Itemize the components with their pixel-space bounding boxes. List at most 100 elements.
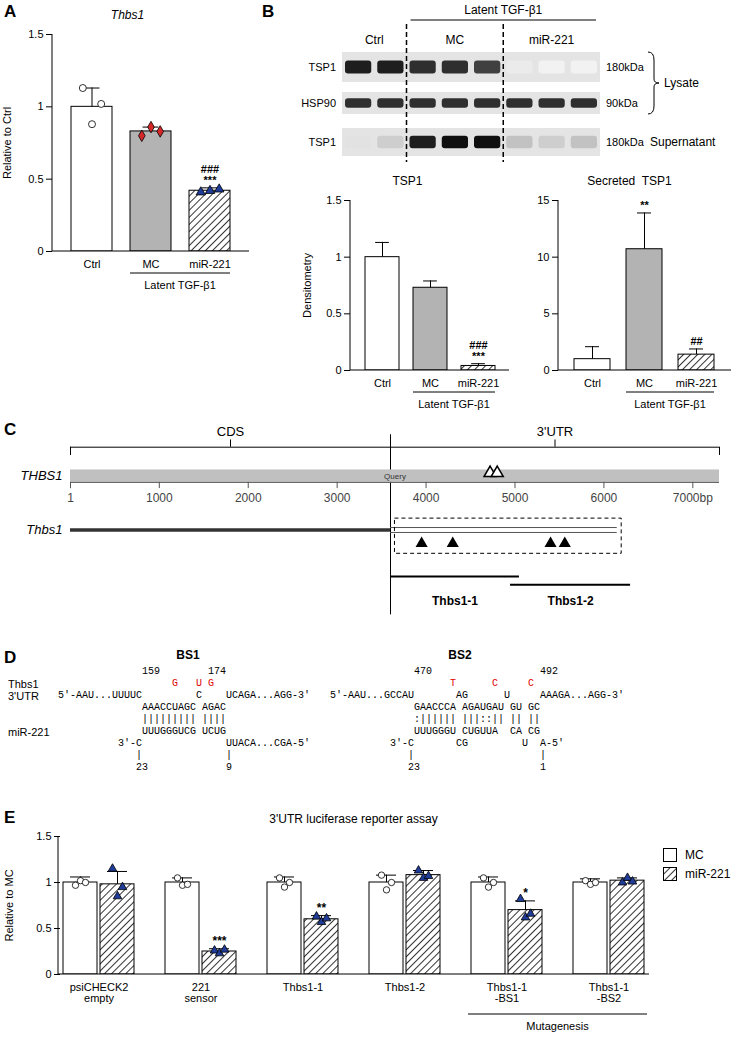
- svg-text:15: 15: [537, 194, 549, 206]
- html-text:G U G: G U G: [58, 678, 214, 689]
- svg-text:Ctrl: Ctrl: [584, 377, 601, 389]
- svg-text:HSP90: HSP90: [301, 97, 336, 109]
- svg-text:Ctrl: Ctrl: [365, 33, 384, 47]
- svg-text:CDS: CDS: [217, 424, 245, 439]
- svg-text:Relative to MC: Relative to MC: [3, 869, 15, 941]
- svg-text:Supernatant: Supernatant: [650, 135, 716, 149]
- html-text:23 9: 23 9: [58, 762, 232, 773]
- svg-text:**: **: [640, 199, 649, 211]
- svg-text:Thbs1-1: Thbs1-1: [432, 594, 478, 608]
- html-text:miR-221: miR-221: [685, 867, 731, 881]
- html-text:MC: MC: [685, 848, 704, 862]
- svg-text:6000: 6000: [591, 491, 618, 505]
- svg-text:Latent TGF-β1: Latent TGF-β1: [464, 3, 542, 17]
- svg-text:miR-221: miR-221: [529, 33, 575, 47]
- svg-text:1: 1: [45, 876, 51, 888]
- html-text:D: D: [4, 648, 17, 667]
- svg-text:5: 5: [543, 307, 549, 319]
- svg-text:0: 0: [335, 364, 341, 376]
- svg-text:MC: MC: [142, 258, 159, 270]
- svg-text:Thbs1-1-BS2: Thbs1-1-BS2: [589, 981, 629, 1004]
- html-text:Secreted TSP1: Secreted TSP1: [587, 174, 672, 188]
- svg-text:90kDa: 90kDa: [606, 97, 639, 109]
- html-text:Thbs1: Thbs1: [8, 678, 39, 690]
- html-text:3'UTR: 3'UTR: [8, 690, 39, 702]
- svg-text:##: ##: [690, 335, 702, 347]
- svg-text:Thbs1-2: Thbs1-2: [548, 594, 594, 608]
- html-text:3'-C UUACA...CGA-5': 3'-C UUACA...CGA-5': [58, 738, 310, 749]
- svg-text:psiCHECK2empty: psiCHECK2empty: [70, 981, 129, 1004]
- svg-text:**: **: [317, 901, 327, 915]
- svg-text:1: 1: [67, 491, 74, 505]
- svg-text:MC: MC: [636, 377, 653, 389]
- html-text:A: A: [4, 2, 17, 21]
- svg-text:Thbs1: Thbs1: [26, 522, 62, 537]
- svg-text:Thbs1-1-BS1: Thbs1-1-BS1: [487, 981, 527, 1004]
- svg-text:0: 0: [45, 968, 51, 980]
- html-text:AAACCUAGC AGAC: AAACCUAGC AGAC: [58, 702, 226, 713]
- svg-text:2000: 2000: [235, 491, 262, 505]
- svg-text:miR-221: miR-221: [189, 258, 231, 270]
- svg-text:Ctrl: Ctrl: [83, 258, 100, 270]
- svg-text:MC: MC: [446, 33, 465, 47]
- svg-text:0.5: 0.5: [28, 173, 43, 185]
- html-text:Thbs1: Thbs1: [110, 8, 145, 22]
- html-text:miR-221: miR-221: [8, 726, 50, 738]
- svg-text:221sensor: 221sensor: [184, 981, 217, 1004]
- html-text:UUUGGGUCG UCUG: UUUGGGUCG UCUG: [58, 726, 226, 737]
- svg-text:0: 0: [543, 364, 549, 376]
- svg-text:*: *: [523, 886, 528, 900]
- html-text:T C C: T C C: [330, 678, 534, 689]
- svg-text:Ctrl: Ctrl: [374, 377, 391, 389]
- svg-text:3'UTR: 3'UTR: [537, 424, 573, 439]
- svg-text:miR-221: miR-221: [676, 377, 718, 389]
- svg-text:1: 1: [335, 251, 341, 263]
- html-text:TSP1: TSP1: [392, 174, 423, 188]
- svg-text:Mutagenesis: Mutagenesis: [526, 1020, 589, 1032]
- html-text:3'UTR luciferase reporter assa: 3'UTR luciferase reporter assay: [269, 812, 438, 826]
- svg-text:1.5: 1.5: [326, 194, 341, 206]
- svg-text:***: ***: [212, 934, 226, 948]
- html-text:E: E: [4, 808, 16, 827]
- html-text:BS2: BS2: [448, 648, 472, 662]
- svg-text:5000: 5000: [502, 491, 529, 505]
- html-text:UUUGGGU CUGUUA CA CG: UUUGGGU CUGUUA CA CG: [330, 726, 540, 737]
- svg-text:7000bp: 7000bp: [673, 491, 713, 505]
- html-text:159 174: 159 174: [58, 666, 226, 677]
- svg-text:180kDa: 180kDa: [606, 61, 645, 73]
- html-text:GAACCCA AGAUGAU GU GC: GAACCCA AGAUGAU GU GC: [330, 702, 540, 713]
- svg-text:Query: Query: [384, 472, 406, 481]
- svg-text:Thbs1-1: Thbs1-1: [283, 981, 323, 993]
- svg-text:1: 1: [37, 100, 43, 112]
- svg-text:Latent TGF-β1: Latent TGF-β1: [634, 398, 706, 410]
- svg-text:0.5: 0.5: [326, 307, 341, 319]
- svg-text:1.5: 1.5: [36, 830, 51, 842]
- svg-text:1000: 1000: [146, 491, 173, 505]
- html-text:C: C: [4, 420, 17, 439]
- svg-text:3000: 3000: [324, 491, 351, 505]
- svg-text:0: 0: [37, 245, 43, 257]
- svg-text:10: 10: [537, 251, 549, 263]
- svg-text:Relative to Ctrl: Relative to Ctrl: [1, 107, 13, 179]
- svg-text:###***: ###***: [469, 339, 487, 362]
- svg-text:TSP1: TSP1: [308, 61, 336, 73]
- html-text:5'-AAU...UUUUC C UCAGA...AGG-3: 5'-AAU...UUUUC C UCAGA...AGG-3': [58, 690, 310, 701]
- svg-text:TSP1: TSP1: [308, 136, 336, 148]
- svg-text:4000: 4000: [413, 491, 440, 505]
- svg-text:THBS1: THBS1: [21, 468, 63, 483]
- svg-text:0.5: 0.5: [36, 922, 51, 934]
- svg-text:1.5: 1.5: [28, 28, 43, 40]
- svg-text:180kDa: 180kDa: [606, 136, 645, 148]
- svg-text:Latent TGF-β1: Latent TGF-β1: [144, 279, 216, 291]
- svg-text:Densitometry: Densitometry: [301, 253, 313, 318]
- svg-text:Latent TGF-β1: Latent TGF-β1: [418, 398, 490, 410]
- html-text:5'-AAU...GCCAU AG U AAAGA...AG: 5'-AAU...GCCAU AG U AAAGA...AGG-3': [330, 690, 625, 701]
- html-text:B: B: [262, 2, 275, 21]
- svg-text:Lysate: Lysate: [664, 76, 699, 90]
- html-text:470 492: 470 492: [330, 666, 558, 677]
- svg-text:###***: ###***: [201, 163, 219, 186]
- svg-text:miR-221: miR-221: [458, 377, 500, 389]
- svg-text:Thbs1-2: Thbs1-2: [385, 981, 425, 993]
- svg-text:MC: MC: [422, 377, 439, 389]
- html-text:BS1: BS1: [176, 648, 200, 662]
